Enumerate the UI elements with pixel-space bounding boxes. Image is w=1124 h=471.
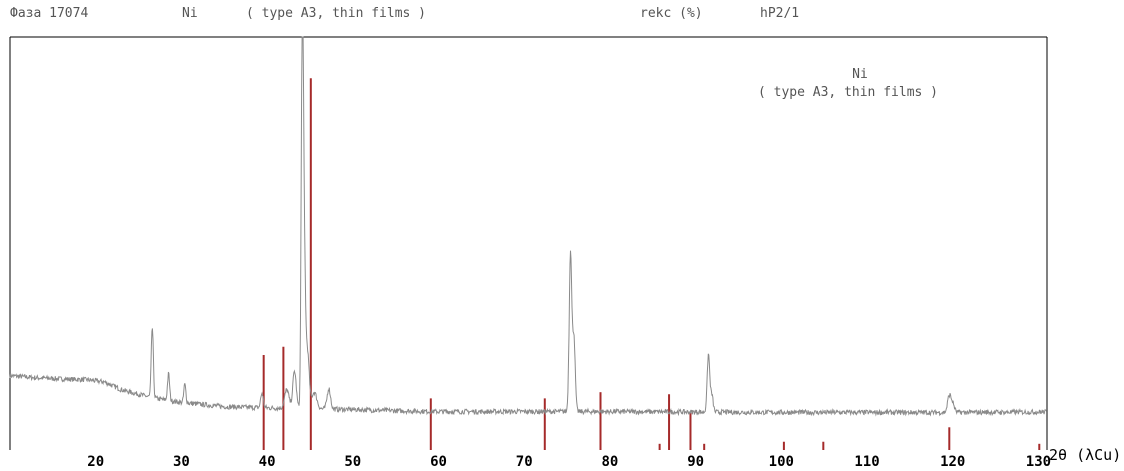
legend-description: ( type A3, thin films ) xyxy=(758,85,938,100)
space-group-label: hP2/1 xyxy=(760,6,800,21)
x-tick-label: 20 xyxy=(87,454,104,470)
x-tick-label: 70 xyxy=(516,454,533,470)
phase-description: ( type A3, thin films ) xyxy=(246,6,427,21)
x-axis-ticks: 20 30 40 50 60 70 80 90 100 110 120 130 xyxy=(87,454,1051,470)
x-tick-label: 130 xyxy=(1026,454,1051,470)
x-tick-label: 110 xyxy=(854,454,879,470)
x-tick-label: 30 xyxy=(173,454,190,470)
x-tick-label: 40 xyxy=(259,454,276,470)
x-tick-label: 50 xyxy=(344,454,361,470)
reference-lines xyxy=(262,78,1041,450)
fit-label: rekc (%) xyxy=(640,6,703,21)
legend-element: Ni xyxy=(852,67,868,82)
x-tick-label: 60 xyxy=(430,454,447,470)
x-axis-label: 2θ (λCu) xyxy=(1049,446,1121,464)
element-label: Ni xyxy=(182,6,198,21)
x-tick-label: 80 xyxy=(601,454,618,470)
x-tick-label: 120 xyxy=(940,454,965,470)
plot-frame xyxy=(9,36,1048,450)
phase-label: Фаза 17074 xyxy=(10,6,89,21)
diffraction-pattern-line xyxy=(9,36,1048,417)
x-tick-label: 90 xyxy=(687,454,704,470)
x-tick-label: 100 xyxy=(769,454,794,470)
